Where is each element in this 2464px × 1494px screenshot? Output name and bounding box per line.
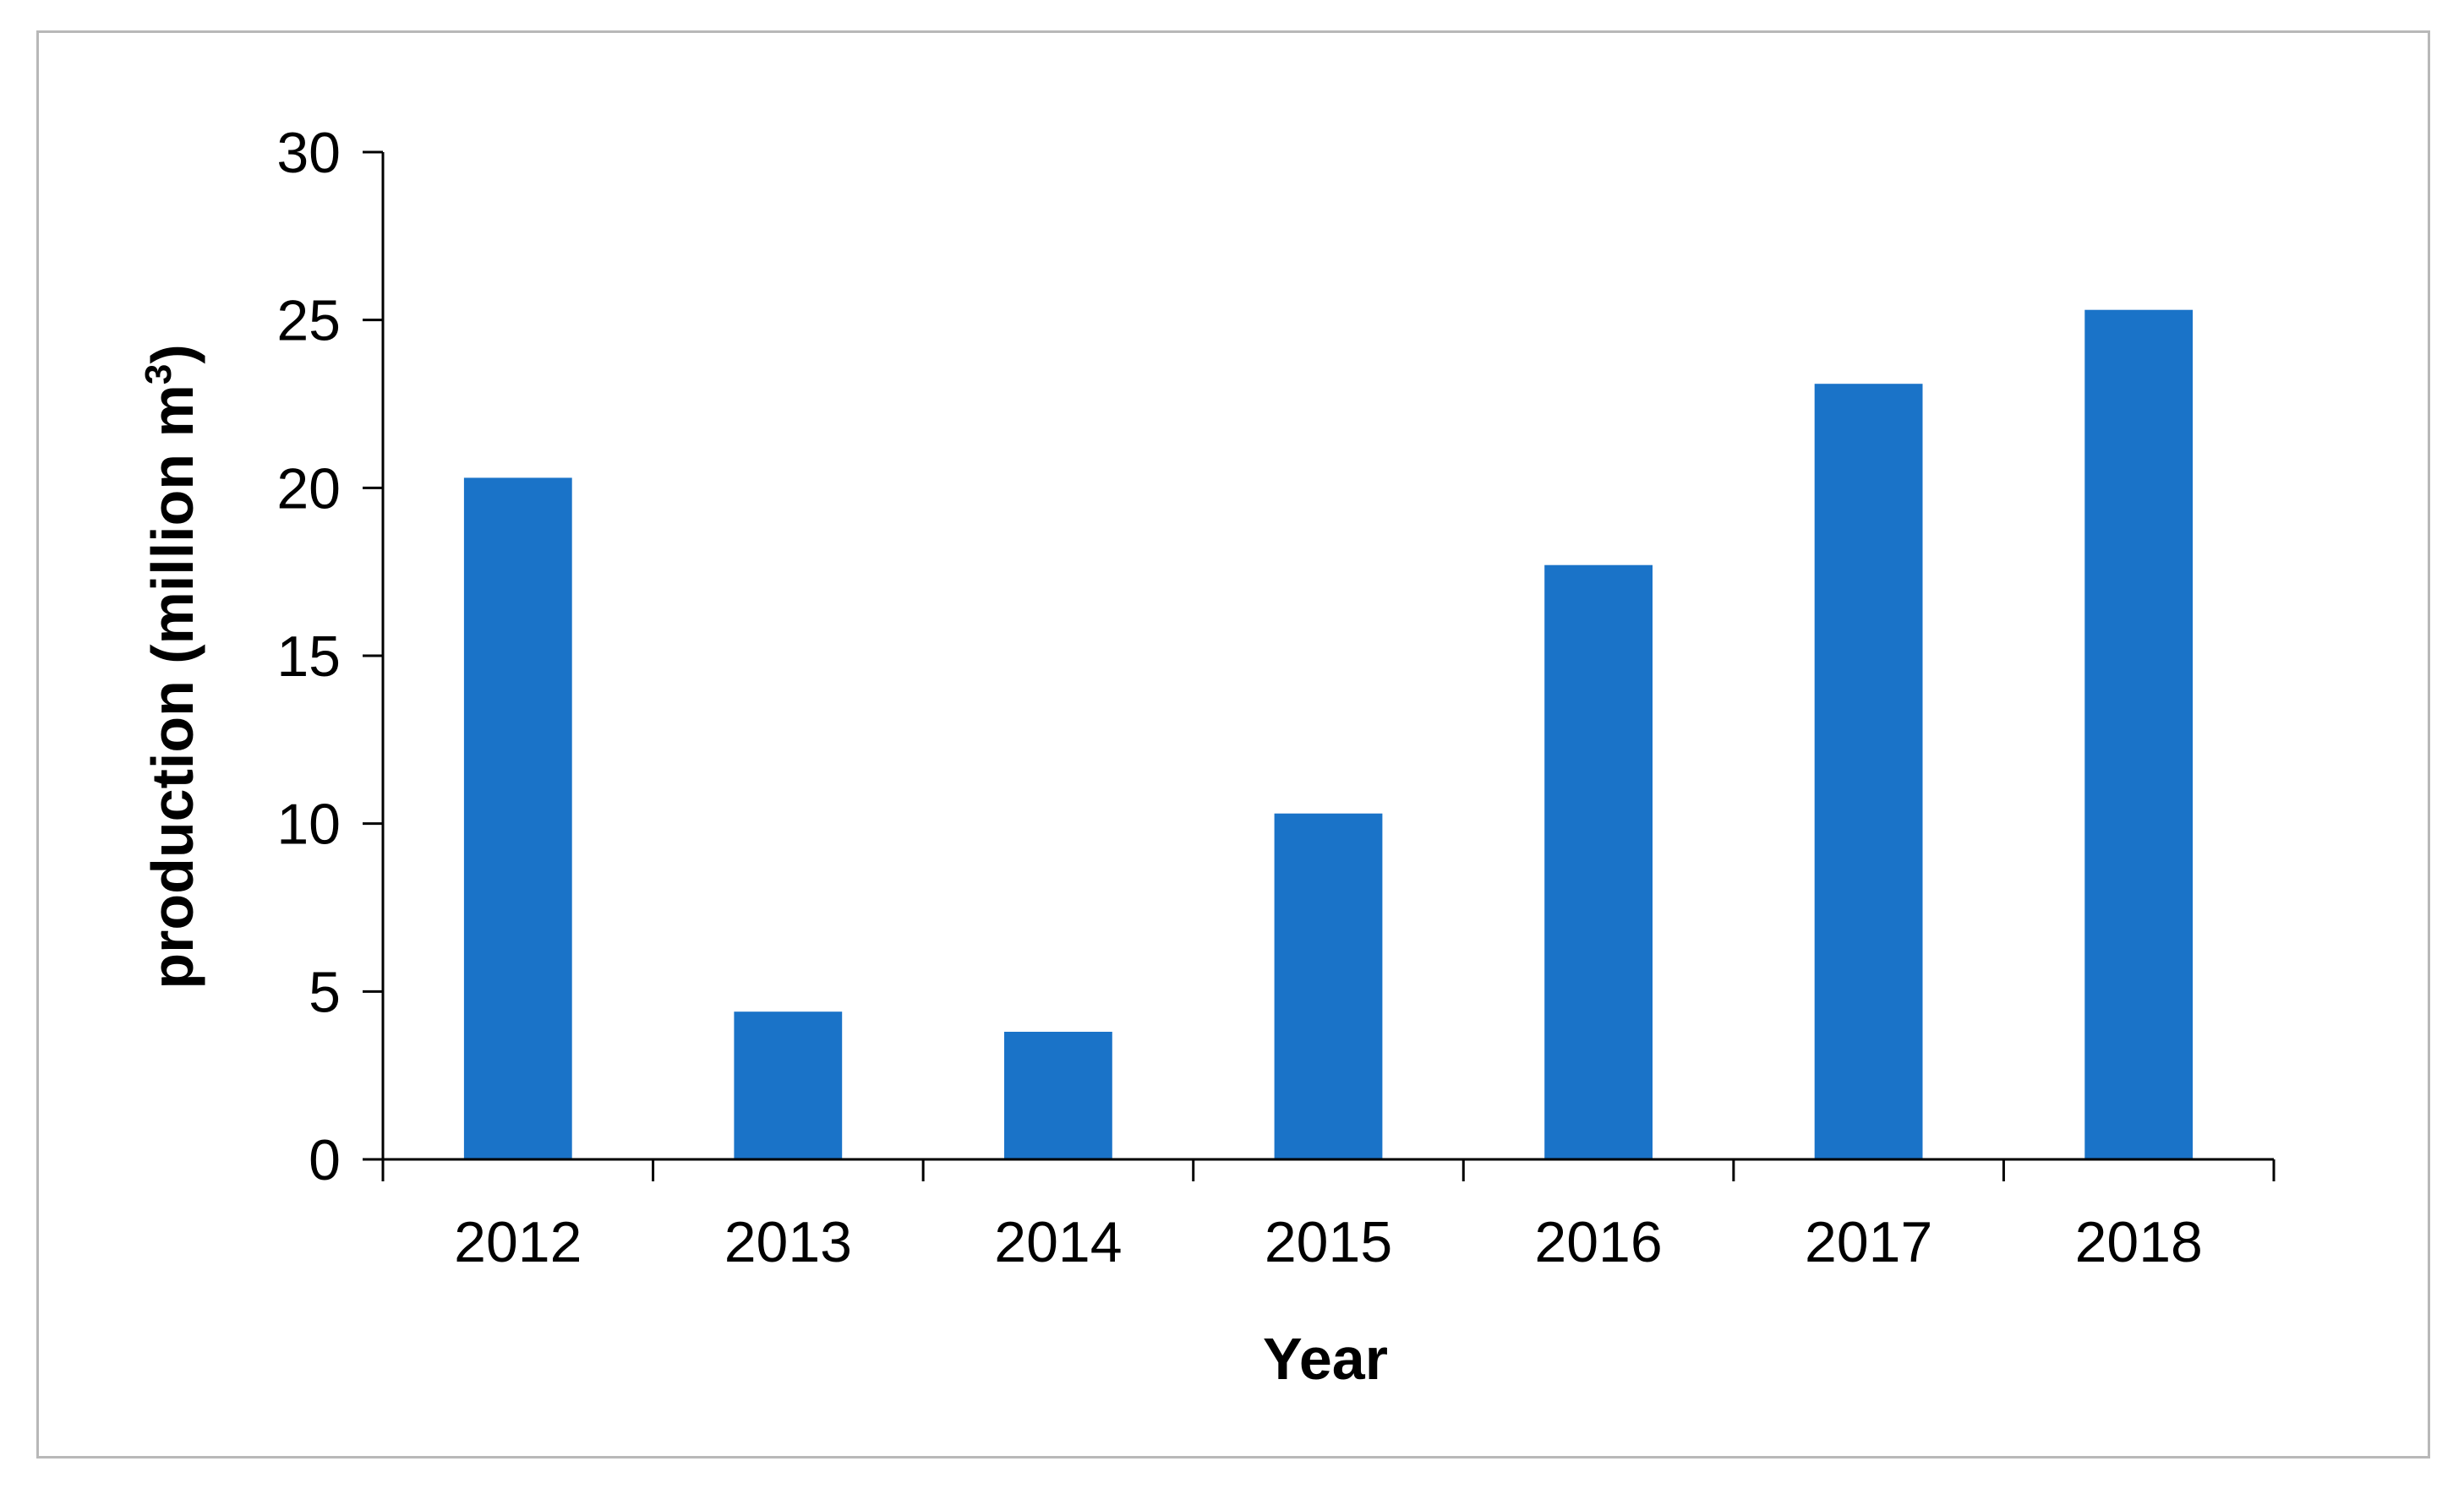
y-tick-label-15: 15 — [276, 624, 341, 689]
bar-2015 — [1274, 813, 1383, 1159]
chart-frame — [36, 30, 2430, 1459]
x-tick-label-2013: 2013 — [724, 1210, 852, 1274]
y-axis-title: production (million m3) — [138, 344, 205, 989]
bars-layer — [463, 309, 2194, 1159]
x-tick-label-2016: 2016 — [1534, 1210, 1662, 1274]
y-axis-title-main: production (million m — [139, 384, 205, 989]
y-axis-title-close: ) — [139, 344, 205, 363]
x-tick-label-2015: 2015 — [1265, 1210, 1392, 1274]
bar-2017 — [1814, 384, 1923, 1159]
y-tick-label-20: 20 — [276, 456, 341, 521]
y-tick-label-30: 30 — [276, 121, 341, 185]
x-tick-label-2012: 2012 — [454, 1210, 582, 1274]
ticks-layer: 0 5 10 15 20 25 30 2012 2013 2014 2015 2016 2017 2018 — [276, 121, 2276, 1274]
y-tick-label-0: 0 — [309, 1128, 341, 1192]
bar-2012 — [463, 477, 572, 1159]
y-tick-label-10: 10 — [276, 793, 341, 857]
y-tick-label-5: 5 — [309, 960, 341, 1024]
x-tick-label-2017: 2017 — [1805, 1210, 1932, 1274]
bar-2018 — [2084, 309, 2194, 1159]
x-axis-title: Year — [1263, 1326, 1388, 1392]
bar-2013 — [734, 1011, 843, 1159]
y-tick-label-25: 25 — [276, 289, 341, 353]
y-axis-title-superscript: 3 — [138, 364, 179, 384]
bar-2016 — [1544, 564, 1653, 1159]
x-tick-label-2014: 2014 — [994, 1210, 1122, 1274]
x-tick-label-2018: 2018 — [2075, 1210, 2203, 1274]
bar-2014 — [1004, 1032, 1112, 1159]
